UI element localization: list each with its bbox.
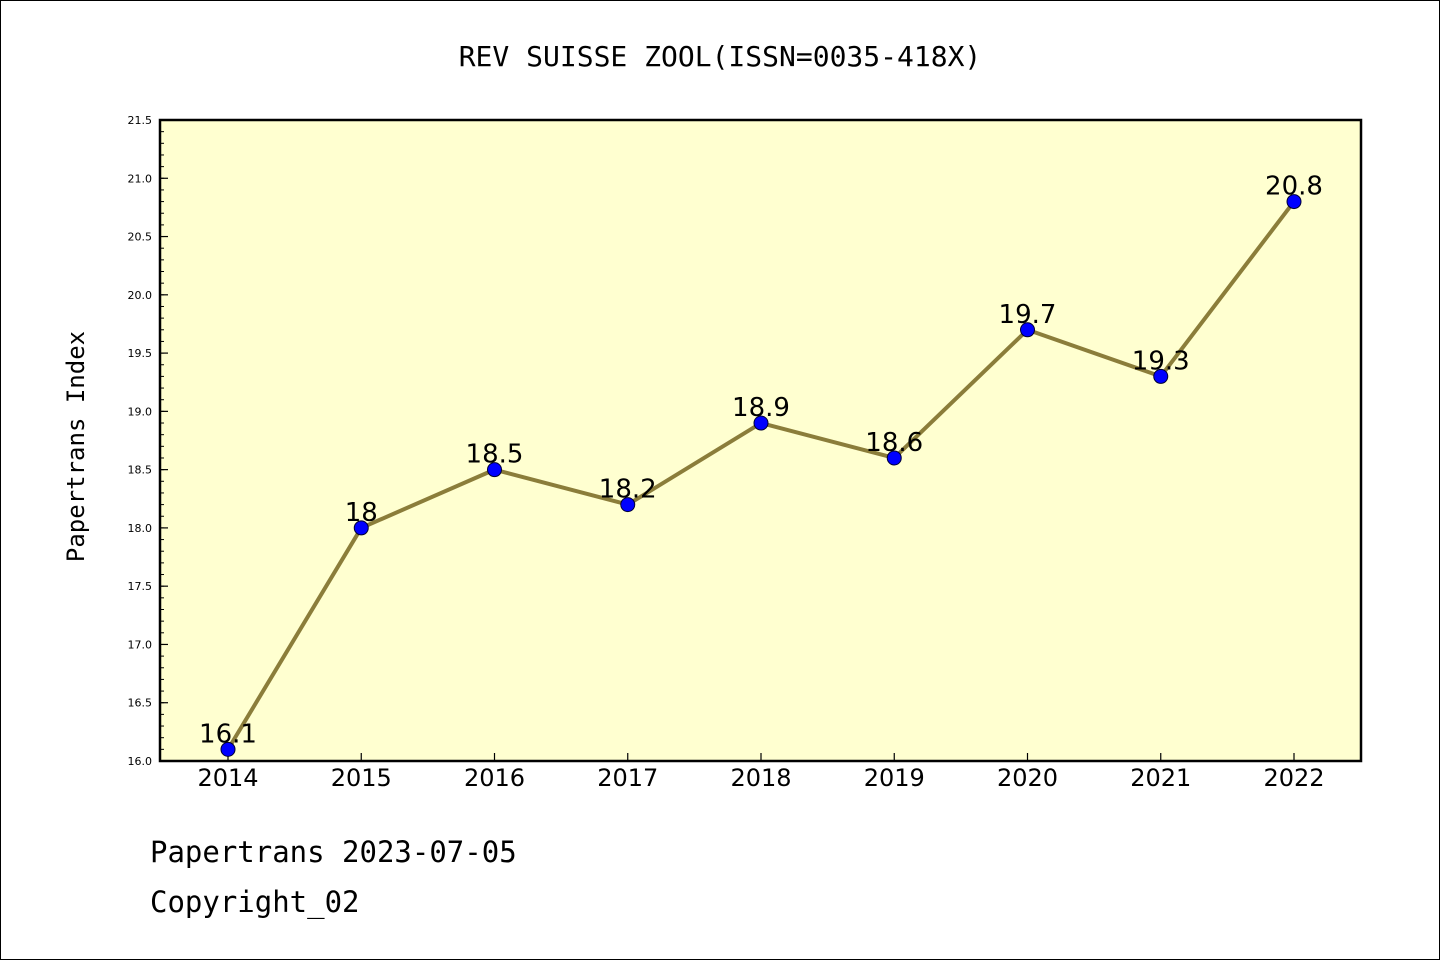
y-tick-label: 17.0	[128, 638, 153, 651]
data-label: 19.3	[1132, 346, 1190, 376]
y-tick-label: 19.0	[128, 405, 153, 418]
data-point	[487, 462, 502, 478]
y-tick-label: 20.0	[128, 289, 153, 302]
y-tick-label: 18.0	[128, 522, 153, 535]
y-axis-label: Papertrans Index	[62, 331, 90, 562]
data-label: 19.7	[999, 300, 1057, 330]
plot-border	[158, 118, 1363, 763]
footer-date-line: Papertrans 2023-07-05	[150, 835, 517, 869]
x-tick-label: 2022	[1263, 764, 1324, 792]
data-label: 16.1	[199, 719, 257, 749]
x-tick-label: 2021	[1130, 764, 1191, 792]
data-point	[886, 450, 902, 466]
data-point	[1153, 368, 1169, 384]
y-tick-label: 18.5	[128, 464, 153, 477]
data-label: 18	[345, 498, 378, 528]
y-tick-labels: 16.0 16.5 17.0 17.5 18.0 18.5 19.0 19.5 20.0 20.5…	[128, 114, 153, 768]
x-tick-label: 2015	[331, 764, 392, 792]
data-label: 18.2	[599, 475, 657, 505]
chart-title: REV SUISSE ZOOL(ISSN=0035-418X)	[459, 40, 982, 73]
x-tick-label: 2019	[864, 764, 925, 792]
x-tick-labels: 2014 2015 2016 2017 2018 2019 2020 2021 2022	[197, 764, 1324, 792]
data-point	[1020, 322, 1035, 338]
y-tick-label: 20.5	[128, 231, 153, 244]
y-tick-label: 16.0	[128, 755, 153, 768]
y-tick-label: 17.5	[128, 580, 153, 593]
y-tick-label: 19.5	[128, 347, 153, 360]
data-point	[620, 497, 636, 513]
data-point	[753, 415, 769, 431]
x-tick-label: 2016	[464, 764, 525, 792]
data-point	[353, 520, 369, 536]
y-tick-label: 21.5	[128, 114, 153, 127]
y-tick-label: 21.0	[128, 172, 153, 185]
footer-copyright-line: Copyright_02	[150, 885, 360, 919]
data-labels: 16.1 18 18.5 18.2 18.9 18.6 19.7 19.3 20.8	[199, 172, 1323, 750]
x-tick-label: 2014	[197, 764, 258, 792]
data-label: 18.6	[865, 428, 923, 458]
series-markers	[220, 194, 1302, 757]
data-label: 18.5	[466, 440, 524, 470]
data-label: 20.8	[1265, 172, 1323, 202]
x-tick-label: 2017	[597, 764, 658, 792]
data-label: 18.9	[732, 393, 790, 423]
plot-area	[160, 120, 1361, 761]
x-tick-label: 2018	[730, 764, 791, 792]
data-point	[220, 741, 236, 757]
data-point	[1286, 194, 1302, 210]
x-tick-label: 2020	[997, 764, 1058, 792]
y-tick-label: 16.5	[128, 697, 153, 710]
